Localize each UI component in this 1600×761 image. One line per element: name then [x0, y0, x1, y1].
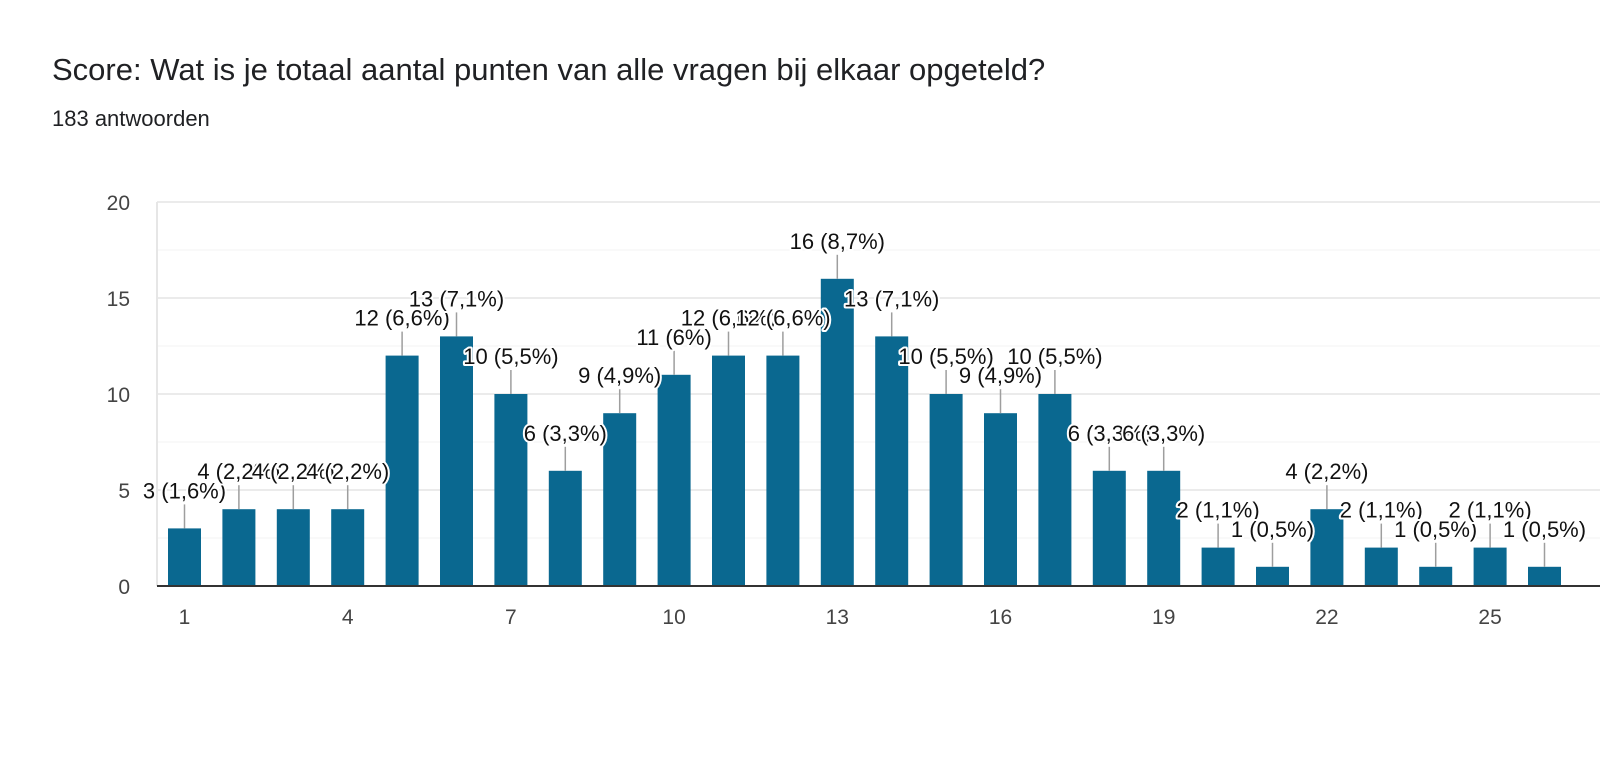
bar[interactable]: [984, 413, 1017, 586]
chart-title: Score: Wat is je totaal aantal punten va…: [52, 52, 1046, 87]
data-label: 2 (1,1%): [1177, 498, 1260, 523]
bar[interactable]: [494, 394, 528, 586]
data-label: 9 (4,9%): [578, 363, 661, 388]
bar[interactable]: [1473, 547, 1507, 586]
data-label: 4 (2,2%): [252, 459, 335, 484]
data-label: 10 (5,5%): [898, 344, 993, 369]
data-label: 11 (6%): [636, 325, 711, 350]
data-label: 12 (6,6%): [681, 306, 776, 331]
x-tick-label: 7: [505, 606, 517, 629]
data-label: 3 (1,6%): [143, 478, 226, 503]
bar[interactable]: [168, 528, 201, 586]
bar[interactable]: [603, 413, 637, 586]
data-label: 4 (2,2%): [197, 459, 280, 484]
data-label: 13 (7,1%): [844, 286, 939, 311]
bar[interactable]: [1038, 394, 1072, 586]
bar[interactable]: [440, 336, 473, 586]
data-label: 2 (1,1%): [1449, 498, 1532, 523]
bar[interactable]: [548, 470, 582, 586]
bar[interactable]: [331, 509, 365, 586]
bar[interactable]: [1310, 509, 1344, 586]
data-label: 4 (2,2%): [306, 459, 389, 484]
bar[interactable]: [1201, 547, 1235, 586]
y-tick-label: 10: [107, 384, 130, 407]
bar[interactable]: [875, 336, 909, 586]
bar[interactable]: [222, 509, 256, 586]
bar[interactable]: [1256, 566, 1289, 586]
bar[interactable]: [1419, 566, 1453, 586]
response-count: 183 antwoorden: [52, 106, 210, 131]
data-labels: 3 (1,6%)4 (2,2%)4 (2,2%)4 (2,2%)12 (6,6%…: [141, 227, 1588, 567]
x-tick-label: 19: [1152, 606, 1175, 629]
y-axis-ticks: 0 5 10 15 20: [107, 192, 130, 599]
bar[interactable]: [657, 374, 691, 586]
data-label: 12 (6,6%): [735, 306, 830, 331]
data-label: 6 (3,3%): [1122, 421, 1205, 446]
bar[interactable]: [1147, 470, 1181, 586]
x-tick-label: 16: [989, 606, 1012, 629]
y-tick-label: 15: [107, 288, 130, 311]
data-label: 1 (0,5%): [1503, 517, 1586, 542]
y-tick-label: 20: [107, 192, 130, 215]
bar[interactable]: [929, 394, 963, 586]
bar[interactable]: [1364, 547, 1398, 586]
bar[interactable]: [766, 355, 800, 586]
data-label: 10 (5,5%): [1007, 344, 1102, 369]
x-tick-label: 4: [342, 606, 354, 629]
data-label: 1 (0,5%): [1394, 517, 1477, 542]
data-label: 12 (6,6%): [354, 306, 449, 331]
bar[interactable]: [276, 509, 310, 586]
data-label: 1 (0,5%): [1231, 517, 1314, 542]
x-axis-ticks: 1 4 7 10 13 16 19 22 25: [157, 585, 1600, 629]
bar[interactable]: [385, 355, 419, 586]
data-label: 16 (8,7%): [790, 229, 885, 254]
data-label: 4 (2,2%): [1285, 459, 1368, 484]
data-label: 10 (5,5%): [463, 344, 558, 369]
data-label: 6 (3,3%): [524, 421, 607, 446]
bar[interactable]: [1528, 566, 1561, 586]
data-label: 13 (7,1%): [409, 286, 504, 311]
x-tick-label: 1: [179, 606, 191, 629]
bar[interactable]: [712, 355, 745, 586]
bar[interactable]: [1092, 470, 1126, 586]
y-tick-label: 0: [118, 576, 130, 599]
bar[interactable]: [820, 278, 854, 586]
data-label: 2 (1,1%): [1340, 498, 1423, 523]
x-tick-label: 10: [662, 606, 685, 629]
bars: [168, 278, 1561, 586]
data-label: 6 (3,3%): [1068, 421, 1151, 446]
x-tick-label: 22: [1315, 606, 1338, 629]
y-tick-label: 5: [118, 480, 130, 503]
data-label: 9 (4,9%): [959, 363, 1042, 388]
x-tick-label: 13: [826, 606, 849, 629]
x-tick-label: 25: [1478, 606, 1501, 629]
